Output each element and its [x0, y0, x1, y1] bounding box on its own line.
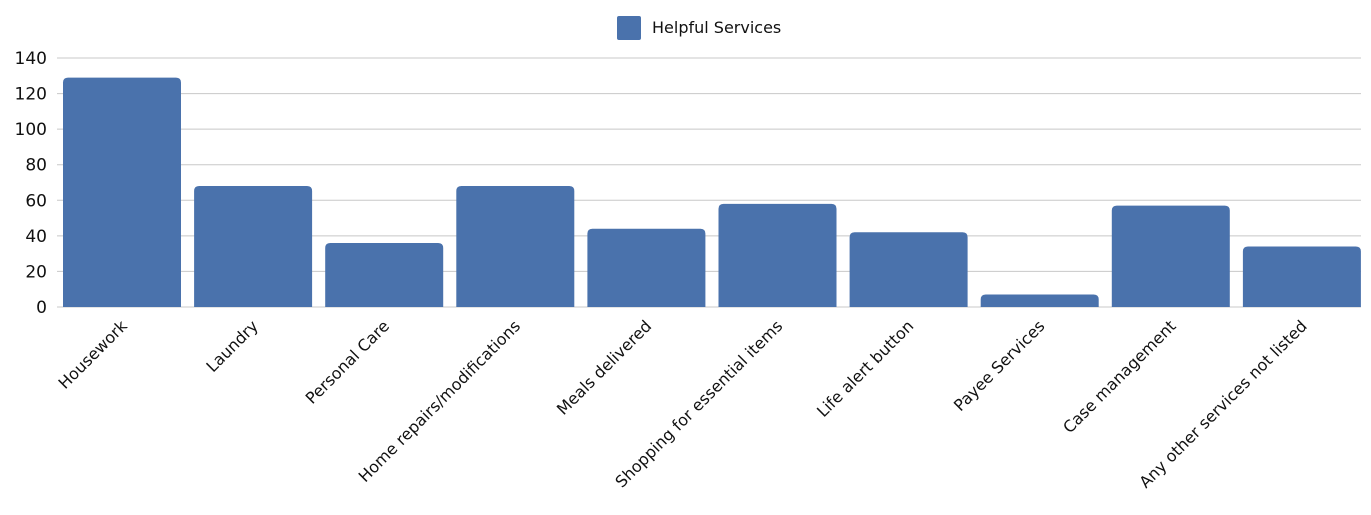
y-axis-ticks: 0 20 40 60 80 100 120 140	[15, 49, 47, 318]
y-tick-label: 80	[25, 156, 47, 176]
y-tick-label: 120	[15, 85, 47, 105]
y-tick-label: 20	[25, 262, 47, 282]
y-tick-label: 100	[15, 120, 47, 140]
bar	[194, 186, 313, 307]
bar	[1242, 246, 1361, 307]
x-category-label: Life alert button	[813, 316, 917, 420]
bar	[456, 186, 575, 307]
bar	[1111, 205, 1230, 307]
bar	[63, 77, 181, 307]
bar	[587, 228, 706, 307]
y-tick-label: 40	[25, 227, 47, 247]
x-category-label: Meals delivered	[553, 316, 655, 418]
y-tick-label: 60	[25, 191, 47, 211]
x-category-label: Personal Care	[302, 316, 393, 407]
y-tick-label: 0	[36, 298, 47, 318]
bars	[63, 77, 1361, 307]
bar	[849, 232, 968, 307]
x-category-label: Case management	[1059, 316, 1180, 437]
legend-swatch	[617, 16, 641, 40]
y-tick-label: 140	[15, 49, 47, 69]
bar	[718, 203, 837, 307]
legend-label: Helpful Services	[652, 18, 781, 37]
x-category-label: Payee Services	[950, 316, 1049, 415]
bar	[980, 294, 1099, 307]
legend: Helpful Services	[617, 16, 781, 40]
x-category-label: Housework	[55, 316, 132, 393]
bar	[325, 242, 444, 307]
x-category-label: Laundry	[202, 316, 262, 376]
